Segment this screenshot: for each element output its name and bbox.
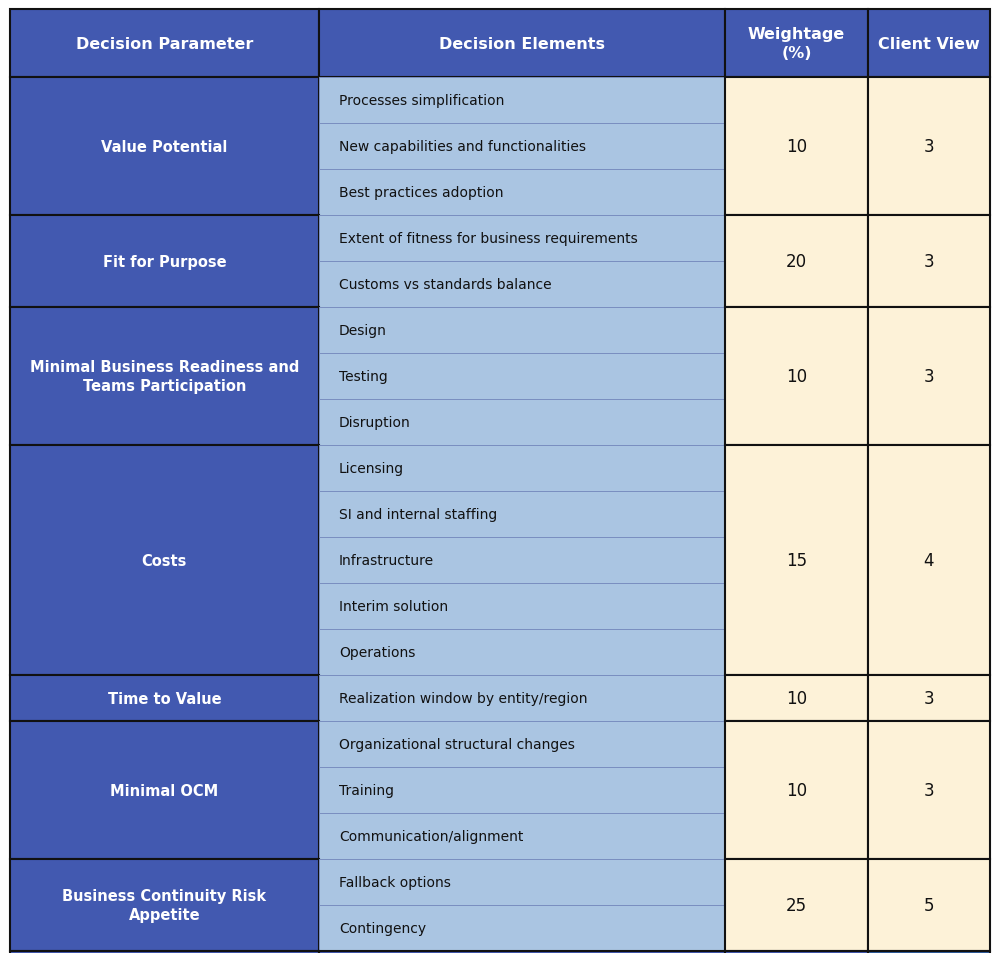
Text: 15: 15 <box>786 552 807 569</box>
Text: Fit for Purpose: Fit for Purpose <box>103 254 226 269</box>
Text: Testing: Testing <box>339 370 388 384</box>
Bar <box>10 78 319 215</box>
Bar <box>725 859 868 951</box>
Text: SI and internal staffing: SI and internal staffing <box>339 507 497 521</box>
Text: 25: 25 <box>786 896 807 914</box>
Text: 3: 3 <box>923 138 934 156</box>
Text: Best practices adoption: Best practices adoption <box>339 186 504 200</box>
Text: Extent of fitness for business requirements: Extent of fitness for business requireme… <box>339 232 638 246</box>
Text: Client View: Client View <box>878 36 980 51</box>
Text: Organizational structural changes: Organizational structural changes <box>339 738 575 751</box>
Text: Weightage
(%): Weightage (%) <box>748 28 845 61</box>
Bar <box>319 308 725 354</box>
Bar <box>319 215 725 262</box>
Text: 3: 3 <box>923 689 934 707</box>
Bar <box>10 721 319 859</box>
Bar <box>868 859 990 951</box>
Bar <box>319 446 725 492</box>
Text: Customs vs standards balance: Customs vs standards balance <box>339 277 552 292</box>
Text: 10: 10 <box>786 368 807 386</box>
Bar <box>319 78 725 124</box>
Bar <box>319 262 725 308</box>
Text: Operations: Operations <box>339 645 415 659</box>
Bar <box>319 354 725 399</box>
Bar <box>319 813 725 859</box>
Text: Training: Training <box>339 783 394 797</box>
Text: 3: 3 <box>923 781 934 800</box>
Bar <box>319 951 725 953</box>
Bar <box>725 78 868 215</box>
Bar <box>319 170 725 215</box>
Bar <box>319 10 725 78</box>
Text: Design: Design <box>339 324 387 337</box>
Bar <box>868 78 990 215</box>
Text: Licensing: Licensing <box>339 461 404 476</box>
Bar <box>10 10 319 78</box>
Bar <box>868 951 990 953</box>
Text: Fallback options: Fallback options <box>339 875 451 889</box>
Text: Costs: Costs <box>142 553 187 568</box>
Text: Business Continuity Risk
Appetite: Business Continuity Risk Appetite <box>62 888 266 922</box>
Bar <box>10 308 319 446</box>
Bar <box>868 10 990 78</box>
Text: Decision Parameter: Decision Parameter <box>76 36 253 51</box>
Text: Processes simplification: Processes simplification <box>339 94 504 108</box>
Text: 4: 4 <box>924 552 934 569</box>
Bar <box>319 721 725 767</box>
Text: Interim solution: Interim solution <box>339 599 448 614</box>
Bar <box>725 10 868 78</box>
Text: Communication/alignment: Communication/alignment <box>339 829 523 843</box>
Text: Value Potential: Value Potential <box>101 139 228 154</box>
Bar <box>868 446 990 676</box>
Bar <box>725 951 868 953</box>
Text: 3: 3 <box>923 368 934 386</box>
Text: Time to Value: Time to Value <box>108 691 221 706</box>
Bar <box>868 676 990 721</box>
Text: Contingency: Contingency <box>339 921 426 935</box>
Bar <box>868 215 990 308</box>
Text: 10: 10 <box>786 781 807 800</box>
Bar <box>319 583 725 629</box>
Bar <box>319 676 725 721</box>
Bar <box>319 767 725 813</box>
Bar <box>319 537 725 583</box>
Bar <box>10 676 319 721</box>
Bar <box>10 215 319 308</box>
Bar <box>319 124 725 170</box>
Text: 3: 3 <box>923 253 934 271</box>
Bar <box>725 721 868 859</box>
Text: 10: 10 <box>786 689 807 707</box>
Bar <box>725 308 868 446</box>
Bar <box>10 859 319 951</box>
Text: 10: 10 <box>786 138 807 156</box>
Text: 20: 20 <box>786 253 807 271</box>
Text: New capabilities and functionalities: New capabilities and functionalities <box>339 140 586 153</box>
Bar <box>319 492 725 537</box>
Text: Infrastructure: Infrastructure <box>339 554 434 567</box>
Text: Minimal OCM: Minimal OCM <box>110 782 218 798</box>
Bar <box>868 308 990 446</box>
Bar <box>319 905 725 951</box>
Bar <box>319 859 725 905</box>
Bar <box>868 721 990 859</box>
Text: Decision Elements: Decision Elements <box>439 36 605 51</box>
Text: Disruption: Disruption <box>339 416 411 430</box>
Bar <box>725 446 868 676</box>
Text: Realization window by entity/region: Realization window by entity/region <box>339 691 588 705</box>
Text: Minimal Business Readiness and
Teams Participation: Minimal Business Readiness and Teams Par… <box>30 360 299 394</box>
Bar <box>319 629 725 676</box>
Bar <box>725 676 868 721</box>
Bar <box>725 215 868 308</box>
Bar <box>319 399 725 446</box>
Bar <box>10 446 319 676</box>
Text: 5: 5 <box>924 896 934 914</box>
Bar <box>10 951 319 953</box>
